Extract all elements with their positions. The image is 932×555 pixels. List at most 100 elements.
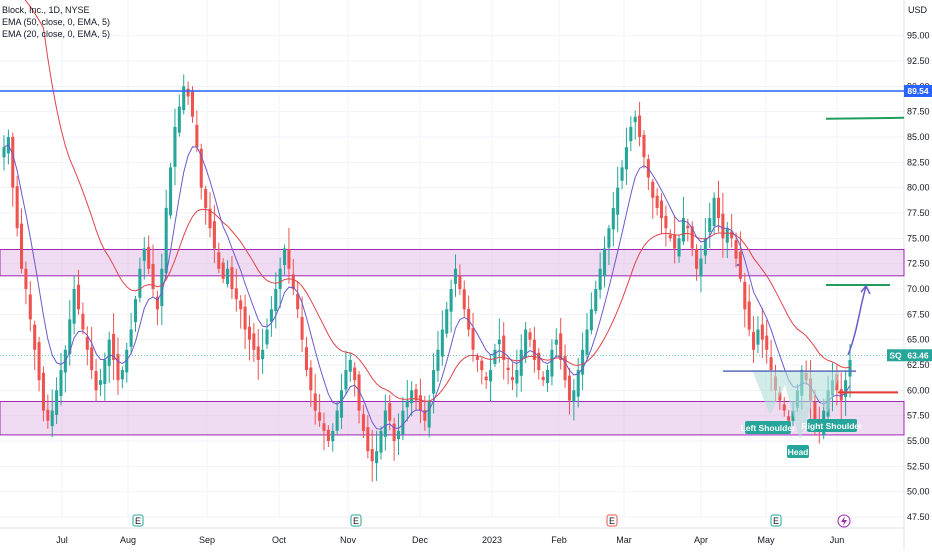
candle-down — [782, 404, 786, 411]
symbol-text: SQ — [889, 350, 902, 360]
candle-down — [462, 289, 466, 310]
candle-down — [738, 251, 742, 279]
candle-up — [449, 289, 453, 312]
y-tick-label: 60.00 — [907, 385, 930, 395]
candle-down — [41, 372, 45, 411]
candle-up — [445, 309, 449, 334]
candle-down — [90, 347, 94, 371]
candle-up — [524, 329, 528, 358]
candle-down — [116, 354, 120, 381]
candle-up — [283, 248, 287, 266]
candle-down — [195, 124, 199, 148]
legend-ema20: EMA (20, close, 0, EMA, 5) — [2, 29, 111, 39]
y-tick-label: 62.50 — [907, 360, 930, 370]
candle-down — [502, 335, 506, 360]
candle-up — [550, 349, 554, 377]
candle-down — [252, 333, 256, 350]
y-tick-label: 52.50 — [907, 461, 930, 471]
candle-down — [778, 392, 782, 401]
candle-up — [453, 268, 458, 284]
resistance-price-text: 89.54 — [907, 86, 929, 96]
earnings-icon[interactable] — [606, 514, 618, 527]
earnings-icon[interactable] — [770, 514, 782, 527]
candle-up — [497, 339, 501, 345]
y-tick-label: 50.00 — [907, 487, 930, 497]
candle-down — [484, 376, 488, 381]
candle-down — [668, 234, 672, 239]
earnings-icon[interactable] — [132, 514, 144, 527]
candle-up — [177, 106, 181, 133]
candle-down — [769, 357, 773, 371]
candle-up — [432, 370, 436, 394]
candle-up — [756, 329, 760, 345]
candle-down — [256, 346, 260, 360]
candle-up — [401, 410, 405, 435]
earnings-icon[interactable] — [350, 514, 362, 527]
candle-down — [85, 336, 89, 350]
candle-up — [585, 329, 589, 355]
candle-down — [467, 308, 471, 330]
candle-up — [546, 370, 550, 383]
candle-up — [344, 370, 348, 390]
candle-down — [690, 226, 694, 249]
candle-down — [309, 367, 313, 391]
candle-up — [624, 147, 628, 170]
y-tick-label: 55.00 — [907, 436, 930, 446]
candle-up — [379, 430, 383, 453]
candle-up — [493, 349, 497, 364]
y-tick-label: 87.50 — [907, 107, 930, 117]
candle-up — [265, 329, 269, 345]
candle-down — [15, 186, 19, 229]
candle-up — [410, 390, 414, 404]
candle-up — [107, 339, 111, 366]
candle-down — [151, 263, 155, 289]
chart-legend: Block, Inc., 1D, NYSE EMA (50, close, 0,… — [2, 4, 110, 40]
earnings-marker-label: E — [609, 516, 615, 526]
y-tick-label: 85.00 — [907, 132, 930, 142]
candle-down — [651, 181, 655, 198]
candle-down — [46, 409, 50, 421]
candle-down — [37, 342, 41, 381]
candle-up — [396, 430, 401, 440]
candle-up — [103, 359, 107, 385]
legend-ema50: EMA (50, close, 0, EMA, 5) — [2, 17, 111, 27]
y-tick-label: 65.00 — [907, 335, 930, 345]
candle-down — [414, 389, 418, 401]
candle-up — [72, 289, 76, 324]
candle-down — [638, 115, 642, 137]
candle-up — [427, 400, 431, 428]
candle-down — [747, 301, 751, 330]
candle-up — [142, 248, 146, 261]
candle-up — [554, 339, 558, 345]
candle-down — [655, 195, 659, 208]
candle-down — [304, 347, 308, 371]
candle-down — [388, 403, 392, 421]
annotation-dot — [736, 263, 740, 267]
candle-down — [734, 240, 738, 259]
candle-up — [261, 349, 265, 360]
candle-up — [226, 268, 230, 284]
x-tick-label: Jun — [830, 535, 845, 545]
candle-up — [182, 86, 186, 111]
y-tick-label: 72.50 — [907, 259, 930, 269]
ema20-line — [3, 144, 851, 430]
candle-down — [353, 367, 357, 381]
candle-down — [81, 313, 85, 330]
candle-down — [76, 284, 81, 310]
candle-up — [703, 238, 707, 256]
candle-down — [24, 268, 28, 289]
candle-up — [160, 268, 164, 307]
y-tick-label: 57.50 — [907, 411, 930, 421]
candle-up — [616, 187, 620, 215]
candle-down — [243, 306, 247, 330]
candle-down — [234, 288, 238, 300]
candle-down — [221, 262, 225, 279]
candle-up — [50, 410, 54, 427]
candle-down — [642, 134, 646, 158]
candle-up — [620, 167, 624, 181]
candle-down — [664, 215, 668, 229]
candle-up — [489, 370, 493, 382]
candle-down — [296, 293, 300, 310]
